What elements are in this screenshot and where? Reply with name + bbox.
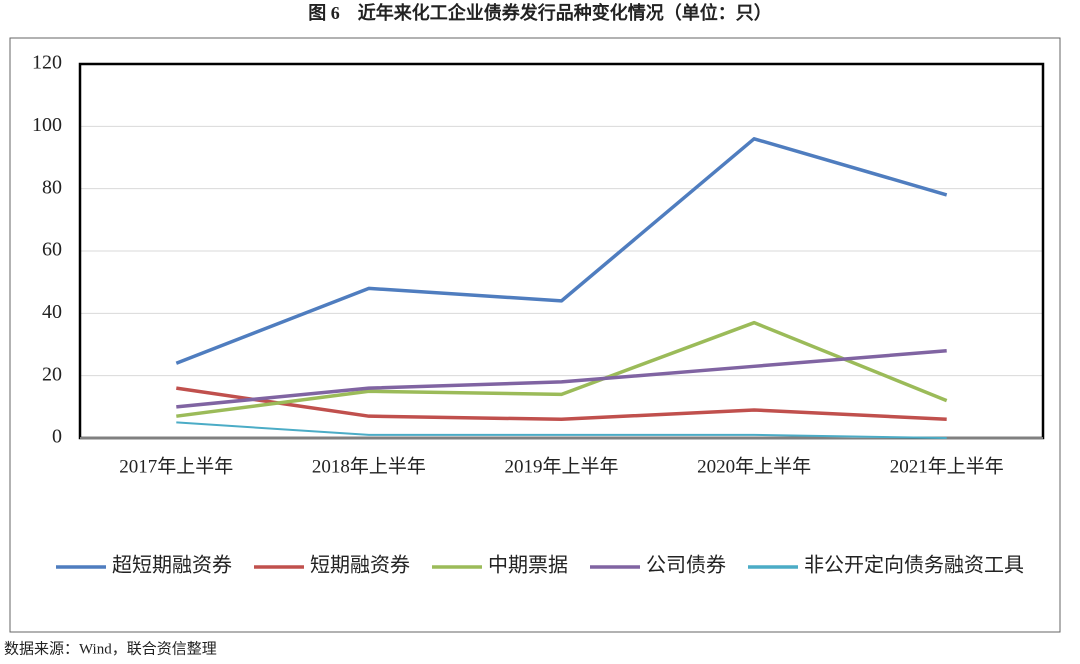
legend-label: 非公开定向债务融资工具 bbox=[804, 554, 1024, 577]
series-line bbox=[175, 137, 948, 365]
y-tick-label: 80 bbox=[42, 176, 62, 198]
legend-label: 公司债券 bbox=[646, 554, 726, 577]
y-tick-label: 100 bbox=[32, 114, 62, 136]
series-line bbox=[176, 348, 947, 409]
series-line bbox=[176, 421, 947, 439]
legend-label: 短期融资券 bbox=[310, 554, 410, 577]
chart-title: 图 6 近年来化工企业债券发行品种变化情况（单位：只） bbox=[308, 2, 772, 23]
y-tick-label: 20 bbox=[42, 363, 62, 385]
source-note: 数据来源：Wind，联合资信整理 bbox=[4, 640, 217, 657]
y-tick-label: 60 bbox=[42, 239, 62, 261]
legend-label: 中期票据 bbox=[488, 554, 568, 577]
y-tick-label: 40 bbox=[42, 301, 62, 323]
x-tick-label: 2020年上半年 bbox=[697, 455, 811, 477]
x-tick-label: 2021年上半年 bbox=[890, 455, 1004, 477]
y-tick-label: 120 bbox=[32, 52, 62, 74]
x-tick-label: 2017年上半年 bbox=[119, 455, 233, 477]
series-line bbox=[176, 320, 948, 418]
x-tick-label: 2019年上半年 bbox=[504, 455, 618, 477]
chart-frame bbox=[9, 37, 1061, 633]
y-tick-label: 0 bbox=[52, 426, 62, 448]
legend-label: 超短期融资券 bbox=[112, 554, 232, 577]
series-line bbox=[176, 386, 947, 422]
x-tick-label: 2018年上半年 bbox=[312, 455, 426, 477]
